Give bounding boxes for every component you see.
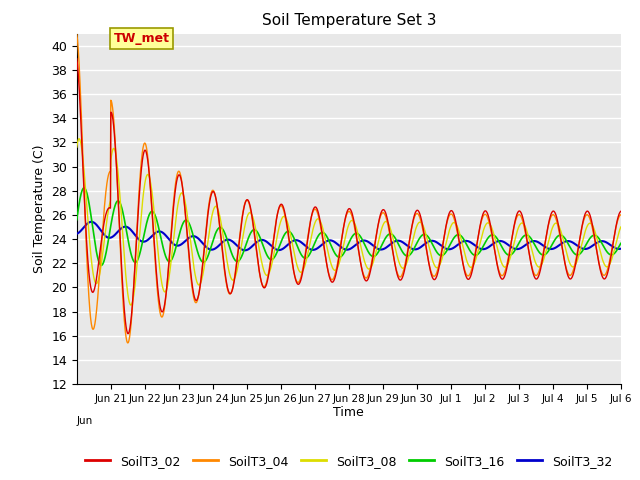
Text: Jun: Jun xyxy=(77,416,93,426)
X-axis label: Time: Time xyxy=(333,407,364,420)
Title: Soil Temperature Set 3: Soil Temperature Set 3 xyxy=(262,13,436,28)
Text: TW_met: TW_met xyxy=(114,32,170,45)
Y-axis label: Soil Temperature (C): Soil Temperature (C) xyxy=(33,144,45,273)
Legend: SoilT3_02, SoilT3_04, SoilT3_08, SoilT3_16, SoilT3_32: SoilT3_02, SoilT3_04, SoilT3_08, SoilT3_… xyxy=(81,450,617,473)
